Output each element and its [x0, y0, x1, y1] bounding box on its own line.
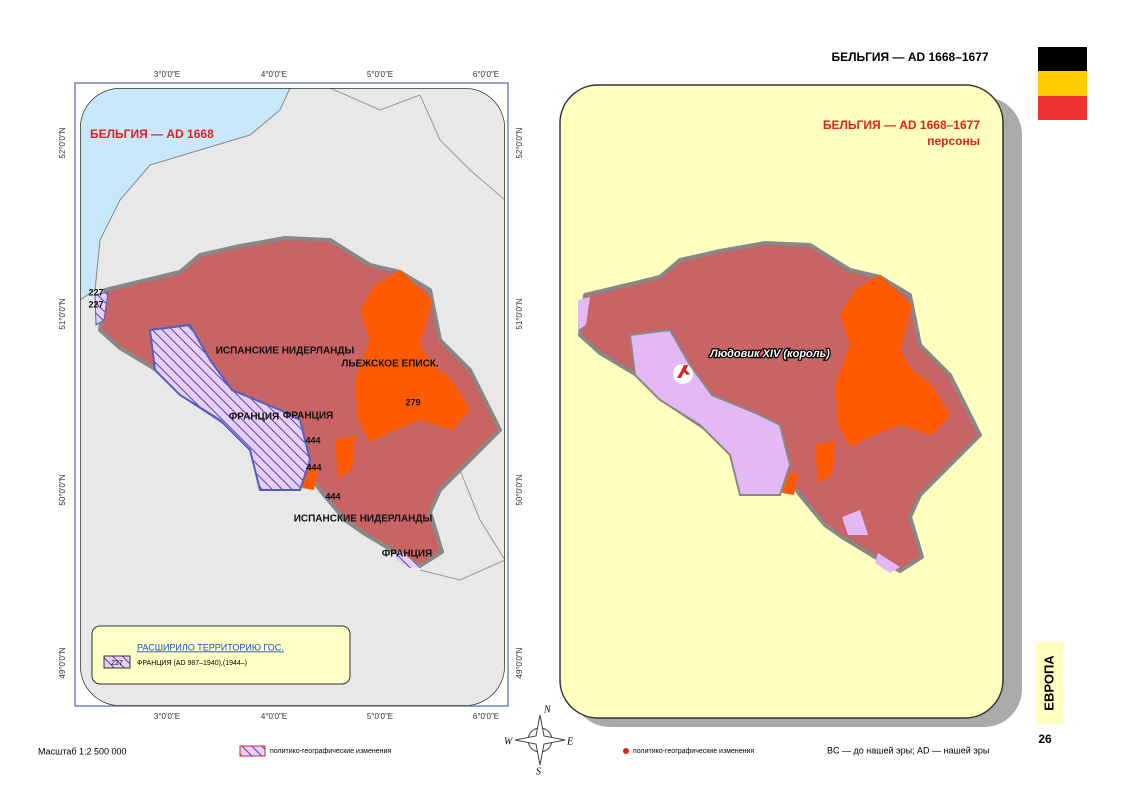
lat-tick-label: 49°0'0"N	[58, 647, 67, 678]
compass-letter: E	[566, 736, 573, 747]
code-label: 444	[305, 435, 320, 445]
lat-tick-label: 49°0'0"N	[515, 647, 524, 678]
lon-tick-label: 5°0'0"E	[367, 712, 393, 721]
legend-code: 227	[111, 660, 123, 667]
france-area	[148, 323, 312, 491]
lat-tick-label: 51°0'0"N	[515, 298, 524, 329]
page-number: 26	[1038, 732, 1052, 746]
scale: Масштаб 1:2 500 000	[38, 746, 127, 756]
lat-tick-label: 52°0'0"N	[58, 127, 67, 158]
lat-tick-label: 51°0'0"N	[58, 298, 67, 329]
france-area	[94, 291, 109, 326]
flag-stripe	[1038, 47, 1087, 71]
flag-stripe	[1038, 71, 1087, 96]
legend-title: РАСШИРИЛО ТЕРРИТОРИЮ ГОС.	[137, 642, 284, 652]
map-label: ФРАНЦИЯ	[283, 411, 333, 422]
map-label: ИСПАНСКИЕ НИДЕРЛАНДЫ	[294, 514, 433, 525]
france-area	[875, 553, 900, 573]
france-area	[395, 550, 420, 568]
legend-swatch	[103, 655, 131, 669]
left-map	[80, 88, 505, 706]
region-label: ЕВРОПА	[1041, 655, 1056, 711]
map-label: ЛЬЕЖСКОЕ ЕПИСК.	[341, 359, 439, 370]
map-title: БЕЛЬГИЯ — AD 1668	[90, 127, 214, 141]
compass-star	[514, 714, 566, 766]
map-label: ИСПАНСКИЕ НИДЕРЛАНДЫ	[216, 346, 355, 357]
map-label: ФРАНЦИЯ	[229, 412, 279, 423]
lon-tick-label: 3°0'0"E	[154, 70, 180, 79]
code-label: 227	[88, 299, 103, 309]
lon-tick-label: 4°0'0"E	[261, 712, 287, 721]
page-title: БЕЛЬГИЯ — AD 1668–1677	[831, 50, 988, 64]
france-area	[628, 328, 792, 496]
france-area	[578, 297, 590, 330]
compass: N W E S	[504, 704, 573, 777]
compass-letter: S	[536, 766, 541, 777]
legend-dot	[623, 748, 629, 754]
legend-box	[91, 625, 351, 685]
border	[329, 88, 505, 201]
lon-tick-label: 6°0'0"E	[473, 70, 499, 79]
footer-note: BC — до нашей эры; AD — нашей эры	[827, 745, 989, 755]
code-label: 444	[306, 462, 321, 472]
legend-swatch	[239, 745, 266, 757]
person-icon	[677, 365, 690, 378]
map-title: БЕЛЬГИЯ — AD 1668–1677	[823, 118, 980, 132]
lat-tick-label: 52°0'0"N	[515, 127, 524, 158]
lon-tick-label: 5°0'0"E	[367, 70, 393, 79]
person-label: Людовик XIV (король)	[709, 348, 830, 360]
right-map	[578, 241, 982, 573]
legend-entry: ФРАНЦИЯ (AD 987–1940),(1944–)	[137, 660, 247, 667]
flag-stripe	[1038, 96, 1087, 120]
code-label: 444	[325, 491, 340, 501]
code-label: 227	[88, 287, 103, 297]
map-label: ФРАНЦИЯ	[382, 549, 432, 560]
lon-tick-label: 3°0'0"E	[154, 712, 180, 721]
france-area	[842, 510, 868, 535]
lon-tick-label: 6°0'0"E	[473, 712, 499, 721]
code-label: 279	[405, 397, 420, 407]
border	[419, 469, 505, 581]
compass-letter: W	[504, 736, 514, 747]
footer-legend: политико-географические изменения	[633, 748, 754, 755]
lat-tick-label: 50°0'0"N	[58, 474, 67, 505]
sea	[80, 88, 291, 301]
footer-legend: политико-географические изменения	[270, 748, 391, 755]
compass-letter: N	[543, 704, 552, 715]
lat-tick-label: 50°0'0"N	[515, 474, 524, 505]
map-subtitle: персоны	[927, 134, 980, 148]
region-tab	[1036, 642, 1064, 724]
lon-tick-label: 4°0'0"E	[261, 70, 287, 79]
